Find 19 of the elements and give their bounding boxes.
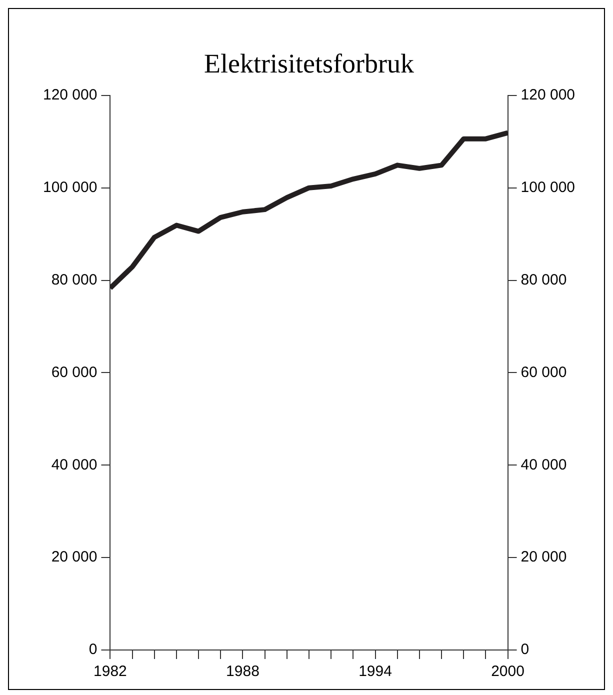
y2-tick-label: 40 000	[520, 456, 567, 474]
y-tick-label: 80 000	[51, 271, 98, 288]
chart-title: Elektrisitetsforbruk	[204, 48, 414, 78]
x-tick-label: 1994	[358, 663, 392, 680]
y2-tick-label: 80 000	[520, 271, 567, 288]
y-tick-label: 0	[88, 641, 98, 658]
y-tick-label: 100 000	[42, 178, 98, 196]
y-tick-label: 60 000	[51, 364, 98, 381]
y-tick-label: 40 000	[51, 456, 98, 474]
x-tick-label: 2000	[491, 663, 524, 680]
y-tick-label: 120 000	[42, 86, 98, 104]
y2-tick-label: 20 000	[520, 548, 567, 566]
y2-tick-label: 60 000	[520, 364, 567, 381]
y2-tick-label: 0	[520, 641, 530, 658]
y2-tick-label: 100 000	[520, 178, 576, 196]
x-tick-label: 1988	[226, 663, 260, 680]
x-tick-label: 1982	[94, 663, 127, 680]
y-tick-label: 20 000	[51, 548, 98, 566]
y2-tick-label: 120 000	[520, 86, 576, 104]
